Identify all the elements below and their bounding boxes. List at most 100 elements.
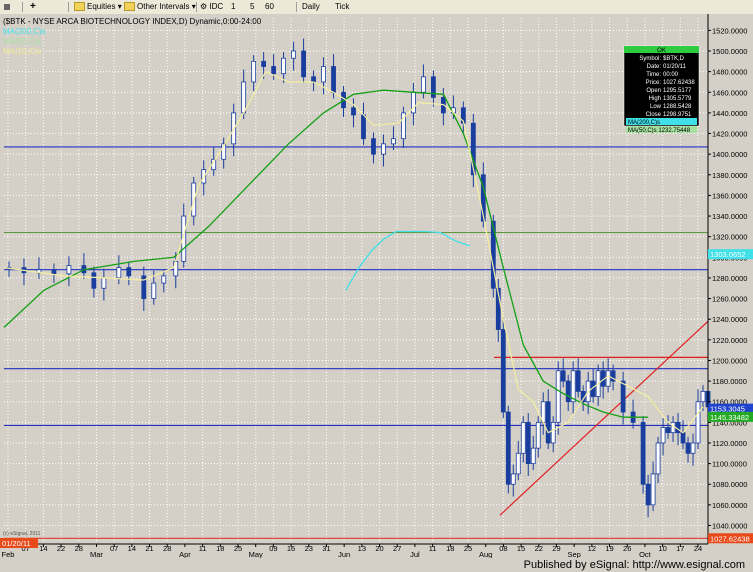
data-window-label: Price: bbox=[646, 80, 662, 86]
interval-idc-label: IDC bbox=[209, 2, 224, 11]
y-tick-label: 1380.0000 bbox=[712, 171, 747, 180]
x-tick-label: 12 bbox=[588, 544, 596, 553]
interval-5-label: 5 bbox=[250, 2, 255, 11]
x-tick-label: 11 bbox=[429, 544, 437, 553]
price-label-text: 1027.62438 bbox=[710, 534, 750, 543]
data-window-ma-label: MA(50,C)s 1232.75448 bbox=[628, 128, 691, 134]
candle-body bbox=[650, 473, 656, 506]
candle-body bbox=[391, 138, 396, 145]
y-tick-label: 1440.0000 bbox=[712, 109, 747, 118]
candle-body bbox=[545, 401, 551, 444]
candle-body bbox=[670, 421, 676, 434]
x-tick-label: Jun bbox=[338, 550, 350, 558]
candle-body bbox=[495, 287, 501, 330]
y-tick-label: 1320.0000 bbox=[712, 233, 747, 242]
data-window-label: Symbol: bbox=[639, 56, 661, 62]
data-window-value: 00:00 bbox=[663, 72, 679, 78]
candle-body bbox=[605, 370, 611, 387]
data-window-box[interactable] bbox=[623, 45, 700, 127]
x-tick-label: 18 bbox=[216, 544, 224, 553]
x-tick-label: 17 bbox=[676, 544, 684, 553]
candle-body bbox=[241, 81, 247, 114]
price-chart[interactable]: 1520.0000 1500.0000 1480.0000 1460.0000 1440… bbox=[0, 14, 753, 558]
interval-1[interactable]: 1 bbox=[231, 0, 235, 14]
y-tick-label: 1160.0000 bbox=[712, 398, 747, 407]
interval-daily[interactable]: Daily bbox=[302, 0, 320, 14]
x-tick-label: 31 bbox=[322, 544, 330, 553]
chart-header: ($BTK - NYSE ARCA BIOTECHNOLOGY INDEX,D)… bbox=[3, 17, 262, 26]
y-tick-label: 1280.0000 bbox=[712, 274, 747, 283]
interval-idc[interactable]: ⚙ IDC bbox=[200, 0, 223, 14]
candle-body bbox=[430, 76, 436, 98]
x-tick-label: 22 bbox=[535, 544, 543, 553]
equities-menu[interactable]: Equities ▾ bbox=[74, 0, 122, 14]
data-window-value: 01/20/11 bbox=[663, 64, 687, 70]
candle-body bbox=[301, 50, 306, 78]
data-window-label: Close bbox=[646, 112, 662, 118]
data-window-value: 1027.62438 bbox=[663, 80, 695, 86]
candle-body bbox=[555, 370, 561, 423]
toolbar-separator bbox=[196, 2, 197, 12]
data-window-header[interactable] bbox=[624, 46, 699, 53]
y-tick-label: 1060.0000 bbox=[712, 501, 747, 510]
data-window-label: High bbox=[649, 96, 661, 102]
interval-60[interactable]: 60 bbox=[265, 0, 274, 14]
candle-body bbox=[525, 421, 531, 465]
candle-body bbox=[655, 442, 661, 475]
candle-body bbox=[291, 50, 296, 59]
y-tick-label: 1240.0000 bbox=[712, 315, 747, 324]
candle-body bbox=[700, 391, 706, 403]
candle-body bbox=[271, 66, 277, 75]
legend-item: MA(200,C)s bbox=[3, 27, 46, 36]
y-tick-label: 1500.0000 bbox=[712, 47, 747, 56]
candle-body bbox=[91, 272, 97, 289]
candle-body bbox=[311, 76, 316, 83]
other-intervals-menu[interactable]: Other Intervals ▾ bbox=[124, 0, 196, 14]
y-tick-label: 1220.0000 bbox=[712, 336, 747, 345]
candle-body bbox=[371, 138, 376, 155]
interval-60-label: 60 bbox=[265, 2, 274, 11]
price-label-box bbox=[708, 533, 753, 544]
candle-body bbox=[510, 473, 516, 485]
candle-body bbox=[645, 483, 651, 506]
candle-body bbox=[51, 269, 57, 275]
candle-body bbox=[685, 442, 691, 454]
footer-text: Published by eSignal: http://www.esignal… bbox=[523, 559, 745, 571]
candle-body bbox=[520, 421, 526, 454]
candle-body bbox=[515, 452, 521, 475]
dot-square-icon bbox=[4, 3, 10, 10]
data-window-label: Time: bbox=[646, 72, 661, 78]
x-tick-label: 23 bbox=[305, 544, 313, 553]
plus-icon: + bbox=[30, 1, 36, 12]
data-window-value: 1295.5177 bbox=[663, 88, 692, 94]
candle-body bbox=[530, 447, 536, 465]
moving-averages bbox=[3, 70, 704, 434]
y-tick-label: 1140.0000 bbox=[712, 418, 747, 427]
interval-tick-label: Tick bbox=[335, 2, 350, 11]
toolbar-separator bbox=[296, 2, 297, 12]
x-tick-label: 28 bbox=[75, 544, 83, 553]
interval-tick[interactable]: Tick bbox=[335, 0, 349, 14]
chart-settings-button[interactable] bbox=[4, 0, 10, 14]
price-axis-background bbox=[708, 14, 753, 544]
candle-body bbox=[500, 329, 506, 413]
x-tick-label: Aug bbox=[479, 550, 492, 558]
x-tick-label: 24 bbox=[694, 544, 702, 553]
toolbar-separator bbox=[22, 2, 23, 12]
candle-body bbox=[565, 380, 571, 403]
candle-body bbox=[575, 370, 581, 392]
x-tick-label: Jul bbox=[410, 550, 420, 558]
data-window-ma-bar bbox=[626, 126, 697, 133]
candle-body bbox=[421, 76, 426, 93]
ma50-line bbox=[3, 89, 649, 418]
data-window-label: Date: bbox=[647, 64, 662, 70]
price-label-text: 1153.3045 bbox=[710, 405, 745, 414]
data-window-ok[interactable]: OK bbox=[657, 48, 666, 54]
y-tick-label: 1460.0000 bbox=[712, 88, 747, 97]
candle-body bbox=[680, 432, 686, 444]
add-button[interactable]: + bbox=[30, 0, 36, 14]
y-tick-label: 1400.0000 bbox=[712, 150, 747, 159]
interval-5[interactable]: 5 bbox=[250, 0, 254, 14]
